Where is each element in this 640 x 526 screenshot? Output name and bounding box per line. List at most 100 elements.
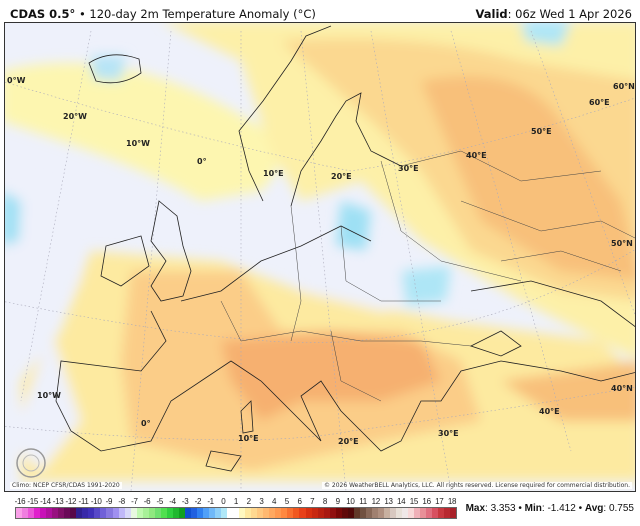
grid-label: 30°E: [438, 429, 459, 438]
avg-value: : 0.755: [603, 503, 634, 514]
grid-label: 10°W: [126, 139, 150, 148]
map-title: CDAS 0.5° • 120-day 2m Temperature Anoma…: [10, 7, 316, 21]
colorbar-tick: 4: [272, 497, 277, 506]
colorbar-swatch: [365, 508, 372, 518]
grid-label: 0°W: [7, 76, 26, 85]
colorbar-swatch: [450, 508, 457, 518]
climo-note: Climo: NCEP CFSR/CDAS 1991-2020: [10, 482, 122, 489]
colorbar-swatch: [82, 508, 89, 518]
colorbar-swatch: [281, 508, 288, 518]
colorbar-tick: 10: [346, 497, 355, 506]
colorbar-tick: 14: [397, 497, 406, 506]
grid-label: 50°N: [611, 239, 633, 248]
grid-label: 50°E: [531, 127, 552, 136]
colorbar-tick: 6: [297, 497, 302, 506]
colorbar-swatch: [323, 508, 330, 518]
separator: •: [78, 7, 86, 21]
colorbar-swatch: [94, 508, 101, 518]
anomaly-map: 0°W 20°W 10°W 0° 10°E 20°E 30°E 40°E 50°…: [4, 22, 636, 492]
max-value: : 3.353: [485, 503, 516, 514]
coastlines: [55, 25, 635, 472]
colorbar-swatch: [432, 508, 439, 518]
colorbar-swatch: [215, 508, 222, 518]
colorbar-tick: 12: [371, 497, 381, 506]
colorbar-swatch: [64, 508, 71, 518]
model-name: CDAS 0.5°: [10, 7, 76, 21]
colorbar-swatch: [245, 508, 252, 518]
colorbar-swatch: [46, 508, 53, 518]
grid-label: 40°N: [611, 384, 633, 393]
colorbar-swatch: [335, 508, 342, 518]
colorbar-tick: -4: [169, 497, 176, 506]
colorbar: [15, 507, 457, 519]
colorbar-swatch: [438, 508, 445, 518]
colorbar-tick: 8: [322, 497, 328, 506]
colorbar-tick: -6: [143, 497, 151, 506]
grid-labels: 0°W 20°W 10°W 0° 10°E 20°E 30°E 40°E 50°…: [7, 76, 635, 446]
colorbar-swatch: [389, 508, 396, 518]
colorbar-swatch: [414, 508, 421, 518]
colorbar-tick: 17: [435, 497, 444, 506]
colorbar-swatch: [287, 508, 294, 518]
grid-label: 20°E: [338, 437, 359, 446]
colorbar-swatch: [88, 508, 95, 518]
colorbar-swatch: [184, 508, 191, 518]
colorbar-swatch: [329, 508, 336, 518]
colorbar-tick: 7: [310, 497, 315, 506]
colorbar-swatch: [136, 508, 143, 518]
colorbar-swatch: [420, 508, 427, 518]
colorbar-tick: 3: [259, 497, 264, 506]
colorbar-swatch: [154, 508, 161, 518]
colorbar-tick: -11: [78, 497, 89, 506]
valid-time: Valid: 06z Wed 1 Apr 2026: [475, 7, 632, 21]
colorbar-swatch: [196, 508, 203, 518]
colorbar-swatch: [317, 508, 324, 518]
graticule: [5, 30, 635, 491]
colorbar-swatch: [263, 508, 270, 518]
anomaly-fill: [5, 23, 635, 481]
colorbar-swatch: [166, 508, 173, 518]
copyright: © 2026 WeatherBELL Analytics, LLC. All r…: [322, 482, 632, 489]
colorbar-tick: -14: [40, 497, 51, 506]
colorbar-tick: 11: [359, 497, 367, 506]
colorbar-tick: -16: [14, 497, 26, 506]
colorbar-tick: -13: [52, 497, 64, 506]
separator: •: [515, 503, 525, 514]
colorbar-tick: -7: [131, 497, 138, 506]
stats: Max: 3.353 • Min: -1.412 • Avg: 0.755: [466, 503, 634, 514]
colorbar-swatch: [16, 508, 23, 518]
colorbar-swatch: [178, 508, 185, 518]
colorbar-swatch: [293, 508, 300, 518]
grid-label: 40°E: [539, 407, 560, 416]
colorbar-swatch: [70, 508, 77, 518]
colorbar-swatch: [395, 508, 402, 518]
colorbar-swatch: [160, 508, 167, 518]
colorbar-swatch: [100, 508, 107, 518]
weatherbell-logo: [16, 448, 46, 478]
colorbar-swatch: [76, 508, 83, 518]
colorbar-swatch: [58, 508, 65, 518]
colorbar-tick: -5: [156, 497, 164, 506]
grid-label: 60°N: [613, 82, 635, 91]
colorbar-swatch: [142, 508, 149, 518]
colorbar-swatch: [305, 508, 312, 518]
colorbar-swatch: [34, 508, 41, 518]
colorbar-swatch: [118, 508, 125, 518]
colorbar-swatch: [257, 508, 264, 518]
grid-label: 0°: [197, 157, 207, 166]
colorbar-swatch: [239, 508, 246, 518]
colorbar-tick: -3: [181, 497, 189, 506]
colorbar-tick: -8: [118, 497, 125, 506]
colorbar-tick: -10: [90, 497, 102, 506]
grid-label: 10°W: [37, 391, 61, 400]
colorbar-swatch: [106, 508, 113, 518]
colorbar-swatch: [28, 508, 35, 518]
colorbar-swatch: [172, 508, 179, 518]
colorbar-swatch: [444, 508, 451, 518]
grid-label: 0°: [141, 419, 151, 428]
colorbar-tick: 13: [384, 497, 393, 506]
map-canvas: 0°W 20°W 10°W 0° 10°E 20°E 30°E 40°E 50°…: [5, 23, 635, 491]
grid-label: 30°E: [398, 164, 419, 173]
grid-label: 40°E: [466, 151, 487, 160]
colorbar-swatch: [311, 508, 318, 518]
